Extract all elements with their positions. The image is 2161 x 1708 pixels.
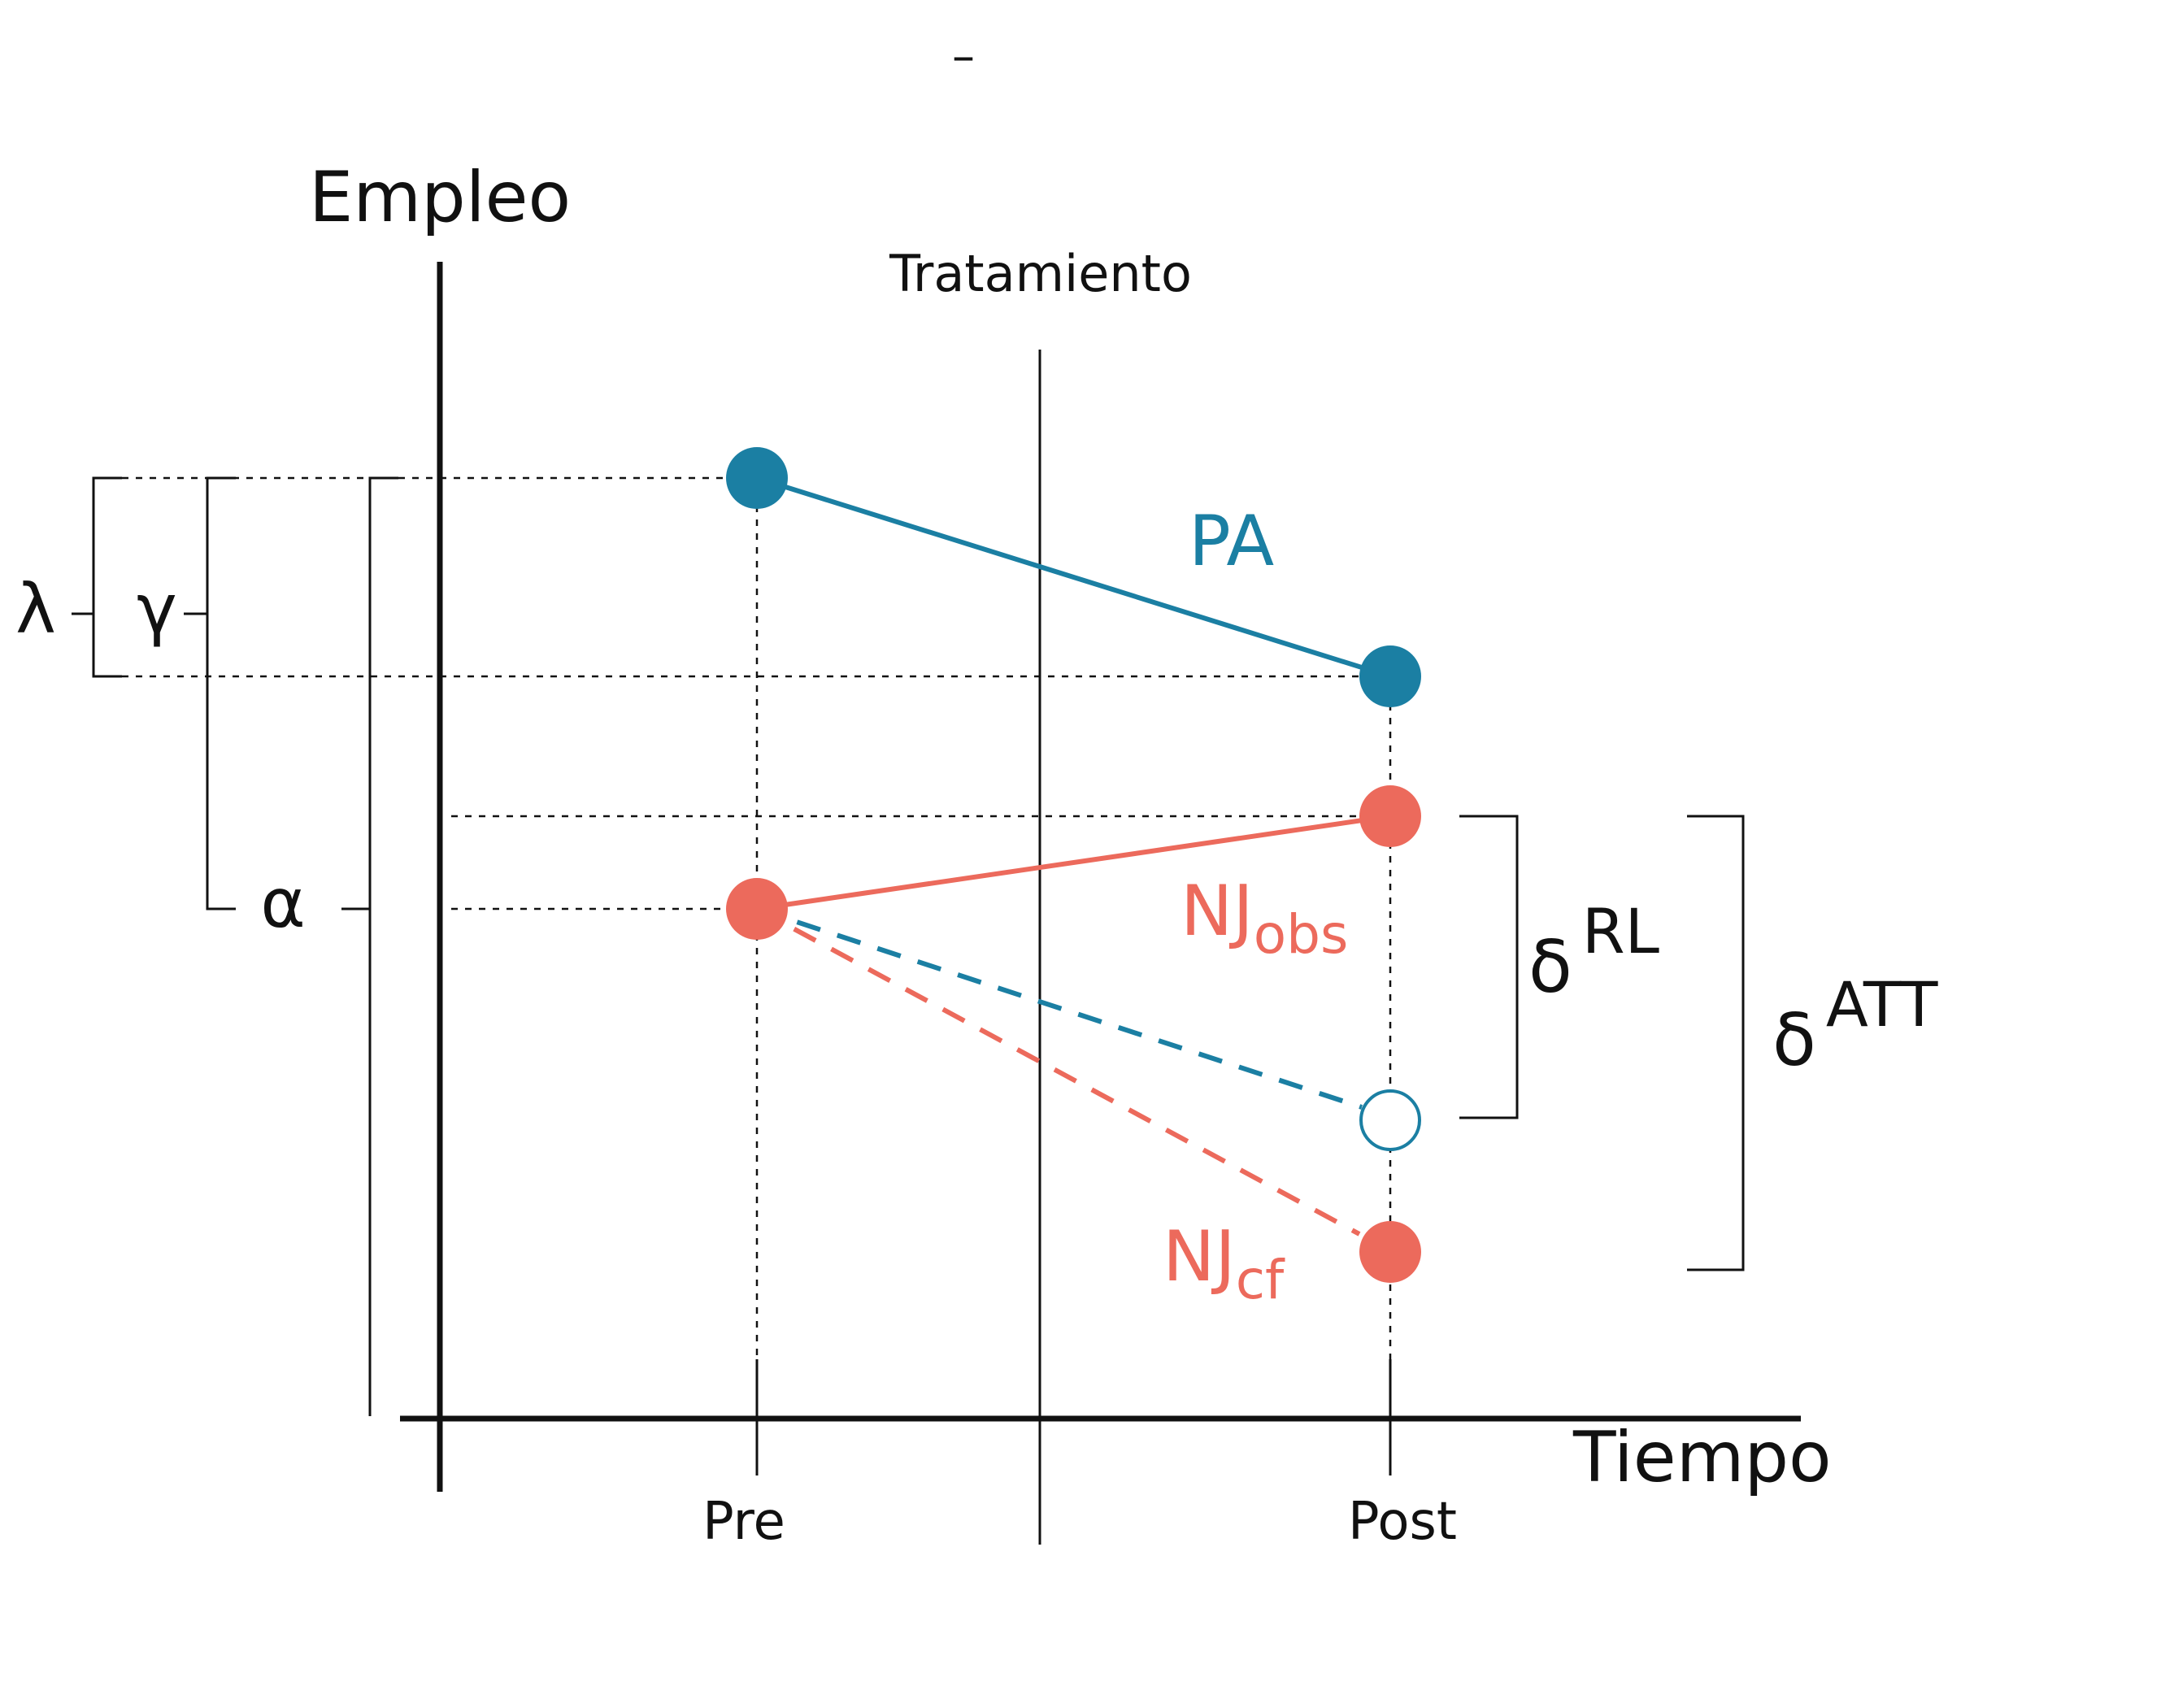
pre-tick-label: Pre <box>702 1492 785 1552</box>
nj-obs-main: NJ <box>1181 871 1254 952</box>
delta-att-symbol: δ <box>1772 998 1816 1082</box>
alpha-bracket <box>368 476 398 1416</box>
post-tick-label: Post <box>1348 1492 1457 1552</box>
gamma-bracket <box>206 476 236 910</box>
treatment-label: Tratamiento <box>889 244 1192 303</box>
nj-cf-line <box>755 906 1361 1236</box>
lambda-label: λ <box>15 569 56 649</box>
lambda-bracket <box>92 476 122 678</box>
nj-obs-line <box>756 814 1391 911</box>
x-axis-label: Tiempo <box>1572 1417 1832 1498</box>
delta-att-label: δ ATT <box>1772 968 1938 1082</box>
nj-pre-point <box>726 878 788 940</box>
nj-cf-label: NJcf <box>1163 1216 1285 1311</box>
top-mark: – <box>952 30 975 83</box>
alpha-label: α <box>260 863 305 943</box>
delta-rl-symbol: δ <box>1528 925 1572 1009</box>
y-axis-label: Empleo <box>309 157 571 238</box>
nj-cf-sub: cf <box>1236 1249 1285 1311</box>
parallel-trend-point <box>1359 1089 1421 1151</box>
nj-obs-sub: obs <box>1254 903 1349 966</box>
pa-post-point <box>1359 645 1421 707</box>
gamma-label: γ <box>137 569 177 649</box>
counterfactual-parallel-line <box>756 906 1363 1110</box>
delta-rl-bracket <box>1459 815 1519 1119</box>
nj-cf-main: NJ <box>1163 1216 1236 1297</box>
pa-pre-point <box>726 447 788 509</box>
delta-att-bracket <box>1687 815 1745 1271</box>
nj-obs-post-point <box>1359 785 1421 847</box>
nj-obs-label: NJobs <box>1181 871 1348 966</box>
delta-rl-label: δ RL <box>1528 895 1659 1009</box>
nj-cf-post-point <box>1359 1221 1421 1283</box>
delta-rl-sup: RL <box>1582 895 1659 967</box>
delta-att-sup: ATT <box>1826 968 1938 1041</box>
pa-label: PA <box>1189 501 1274 582</box>
pa-line <box>756 476 1391 679</box>
